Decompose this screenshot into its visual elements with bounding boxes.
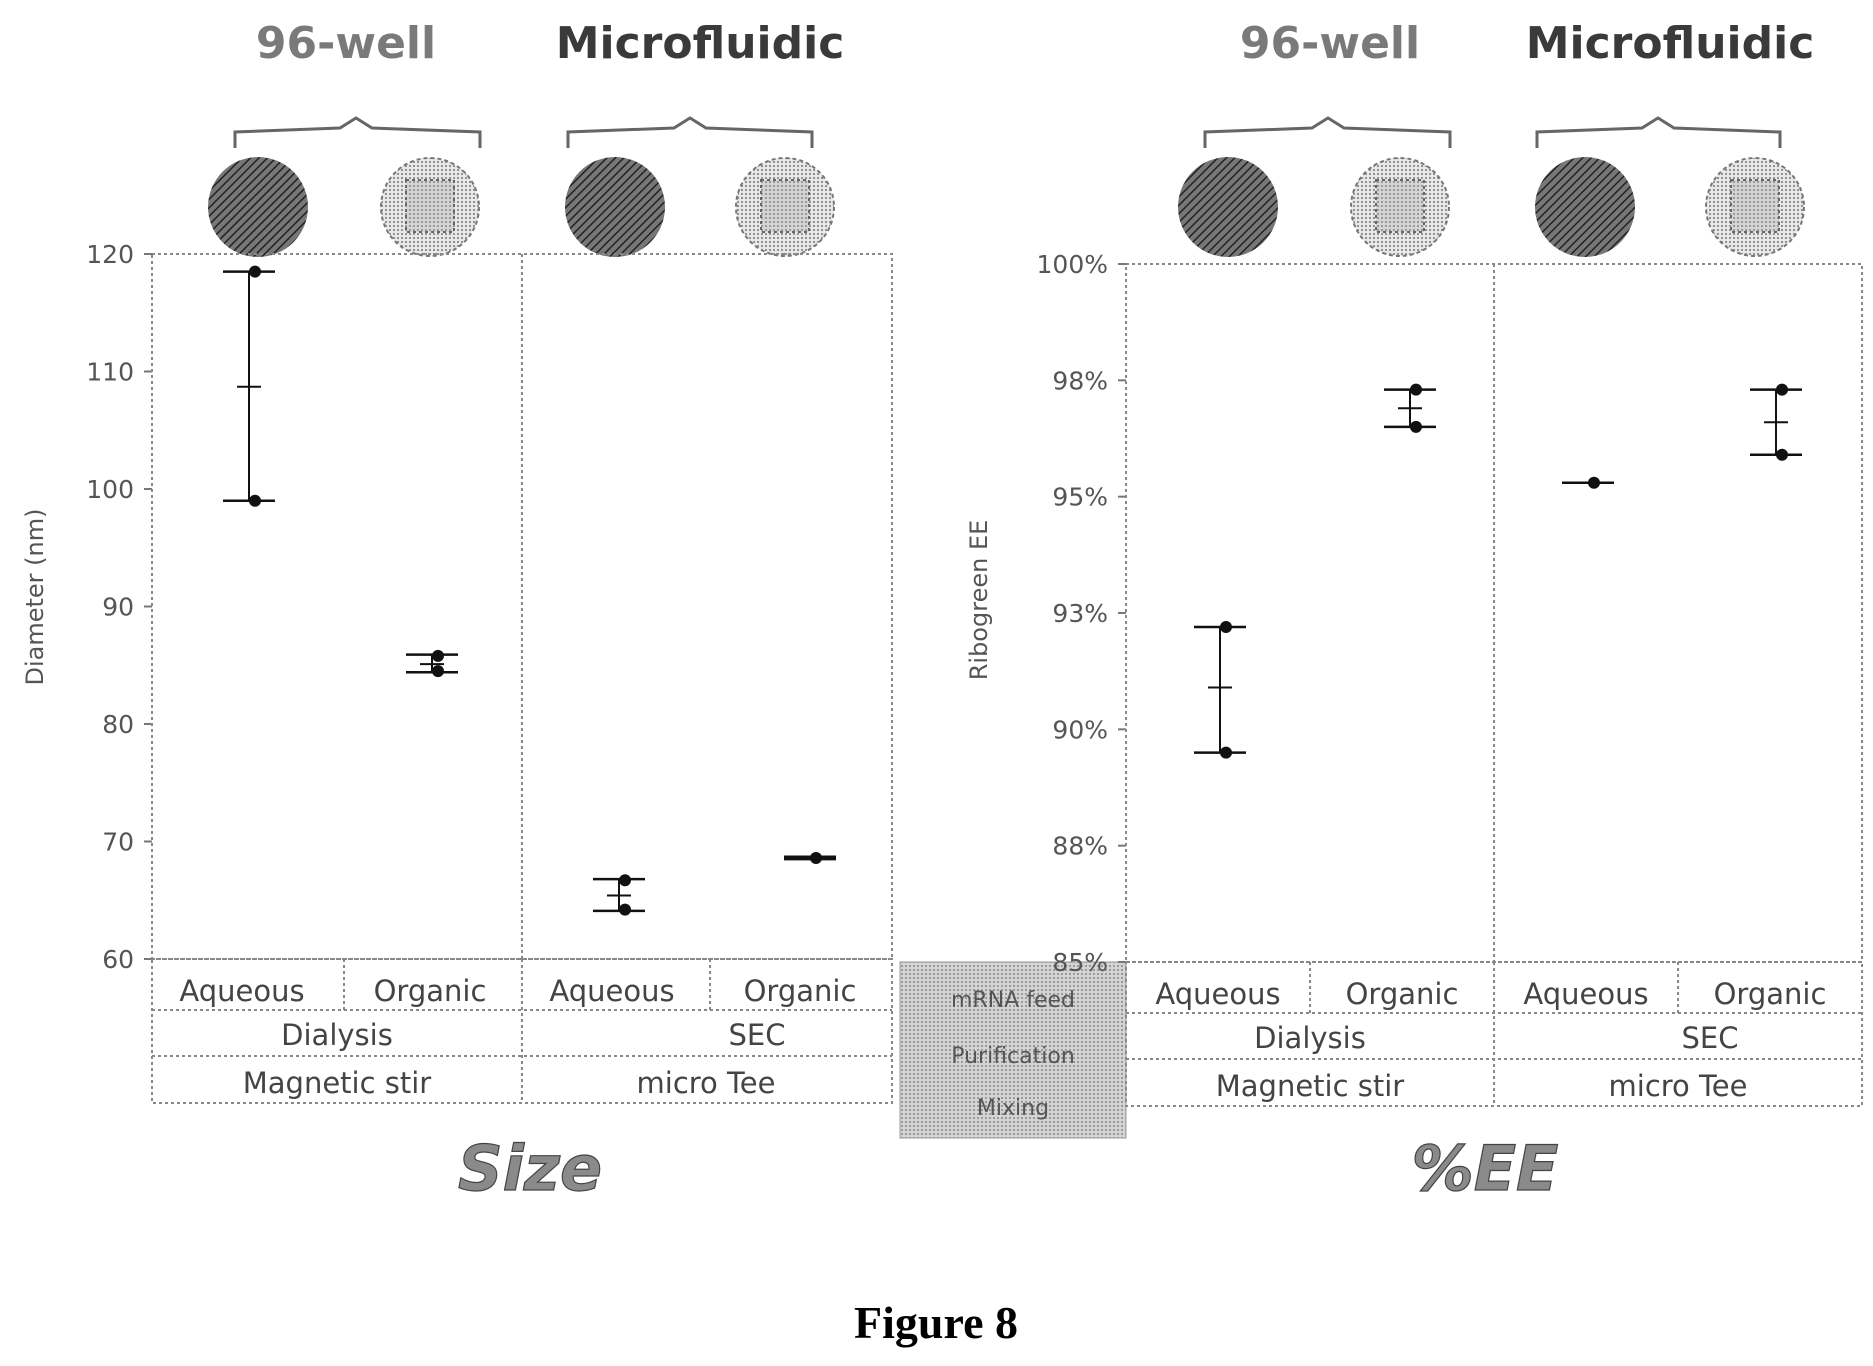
organic-droplet-icon	[735, 157, 835, 257]
y-tick-label: 90	[102, 593, 134, 622]
size-panel: 96-well Microfluidic Diameter (nm) 60 70 8…	[21, 18, 893, 1206]
figure-caption: Figure 8	[854, 1297, 1018, 1348]
purification-label: Dialysis	[281, 1018, 393, 1052]
panel-label-size: Size	[458, 1132, 602, 1205]
data-point-group	[784, 851, 836, 864]
data-point	[249, 265, 261, 278]
data-point	[432, 665, 444, 678]
feed-label: Organic	[744, 974, 857, 1008]
y-axis-label: Diameter (nm)	[21, 509, 49, 686]
row-label-purification: Purification	[951, 1044, 1075, 1069]
mixing-label: micro Tee	[637, 1066, 776, 1100]
y-tick-label: 90%	[1052, 715, 1108, 744]
plot-area	[151, 253, 893, 960]
organic-droplet-icon	[1350, 157, 1450, 257]
header-microfluidic: Microfluidic	[556, 18, 845, 69]
data-point	[619, 874, 631, 887]
y-axis: 85% 88% 90% 93% 95% 98% 100%	[1037, 250, 1126, 977]
ee-panel: 96-well Microfluidic Ribogreen EE 85% 88%…	[965, 18, 1863, 1206]
data-point-group	[593, 874, 645, 916]
y-tick-label: 100%	[1037, 250, 1108, 279]
organic-droplet-icon	[1705, 157, 1805, 257]
data-point-group	[1384, 383, 1436, 433]
y-tick-label: 85%	[1052, 948, 1108, 977]
row-label-column: mRNA feed Purification Mixing	[899, 961, 1127, 1139]
plot-frame	[151, 253, 893, 960]
data-point	[249, 494, 261, 507]
y-axis: 60 70 80 90 100 110 120	[86, 240, 152, 974]
row-label-mixing: Mixing	[977, 1096, 1049, 1121]
mixing-label: Magnetic stir	[1216, 1069, 1405, 1103]
aqueous-droplet-icon	[208, 157, 308, 257]
data-point	[619, 903, 631, 916]
category-table: Aqueous Organic Aqueous Organic Dialysis…	[151, 958, 893, 1104]
data-point	[1220, 620, 1232, 633]
aqueous-droplet-icon	[1178, 157, 1278, 257]
brace-microfluidic	[1535, 116, 1782, 148]
plot-area	[1125, 263, 1863, 963]
data-point	[810, 851, 822, 864]
y-axis-label: Ribogreen EE	[965, 520, 993, 681]
data-point-group	[1194, 620, 1246, 759]
data-point	[1410, 383, 1422, 396]
data-point	[1776, 383, 1788, 396]
aqueous-droplet-icon	[565, 157, 665, 257]
feed-label: Aqueous	[1155, 977, 1280, 1011]
brace-96-well	[1203, 116, 1452, 148]
organic-droplet-icon	[380, 157, 480, 257]
y-tick-label: 80	[102, 710, 134, 739]
data-point	[1410, 420, 1422, 433]
purification-label: SEC	[1682, 1021, 1739, 1055]
y-tick-label: 60	[102, 945, 134, 974]
brace-96-well	[233, 116, 482, 148]
y-tick-label: 100	[86, 475, 134, 504]
data-point-group	[1750, 383, 1802, 461]
panel-label-ee: %EE	[1412, 1132, 1559, 1205]
purification-label: Dialysis	[1254, 1021, 1366, 1055]
header-microfluidic: Microfluidic	[1526, 18, 1815, 69]
category-table: Aqueous Organic Aqueous Organic Dialysis…	[1125, 961, 1863, 1107]
mixing-label: micro Tee	[1609, 1069, 1748, 1103]
data-point-group	[223, 265, 275, 507]
brace-microfluidic	[566, 116, 814, 148]
data-point	[1220, 746, 1232, 759]
y-tick-label: 70	[102, 828, 134, 857]
y-tick-label: 95%	[1052, 483, 1108, 512]
feed-label: Organic	[374, 974, 487, 1008]
header-96-well: 96-well	[1240, 18, 1420, 69]
data-point-group	[1562, 476, 1614, 489]
y-tick-label: 120	[86, 240, 134, 269]
header-96-well: 96-well	[256, 18, 436, 69]
purification-label: SEC	[729, 1018, 786, 1052]
y-tick-label: 88%	[1052, 832, 1108, 861]
y-tick-label: 98%	[1052, 366, 1108, 395]
y-tick-label: 93%	[1052, 599, 1108, 628]
mixing-label: Magnetic stir	[243, 1066, 432, 1100]
data-point	[1776, 448, 1788, 461]
feed-label: Aqueous	[1523, 977, 1648, 1011]
feed-label: Organic	[1714, 977, 1827, 1011]
aqueous-droplet-icon	[1535, 157, 1635, 257]
data-point	[432, 649, 444, 662]
row-label-mrna-feed: mRNA feed	[951, 988, 1075, 1013]
feed-label: Aqueous	[179, 974, 304, 1008]
data-point	[1588, 476, 1600, 489]
y-tick-label: 110	[86, 358, 134, 387]
feed-label: Aqueous	[549, 974, 674, 1008]
feed-label: Organic	[1346, 977, 1459, 1011]
data-point-group	[406, 649, 458, 678]
